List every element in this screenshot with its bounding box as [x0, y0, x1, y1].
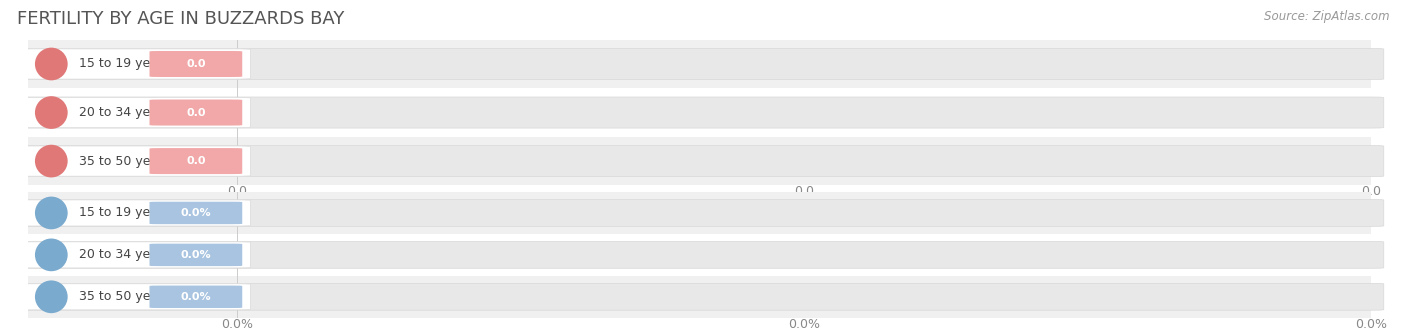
Text: 0.0: 0.0	[1361, 185, 1382, 198]
Text: 20 to 34 years: 20 to 34 years	[79, 248, 169, 261]
FancyBboxPatch shape	[15, 146, 1384, 177]
Text: 0.0: 0.0	[186, 156, 205, 166]
Text: 35 to 50 years: 35 to 50 years	[79, 290, 170, 303]
Text: 20 to 34 years: 20 to 34 years	[79, 106, 169, 119]
Ellipse shape	[35, 96, 67, 129]
FancyBboxPatch shape	[149, 100, 242, 125]
FancyBboxPatch shape	[15, 283, 1384, 310]
Text: 15 to 19 years: 15 to 19 years	[79, 58, 169, 71]
FancyBboxPatch shape	[149, 51, 242, 77]
FancyBboxPatch shape	[15, 200, 250, 226]
Ellipse shape	[35, 48, 67, 80]
Text: 15 to 19 years: 15 to 19 years	[79, 207, 169, 219]
FancyBboxPatch shape	[15, 48, 1384, 79]
FancyBboxPatch shape	[28, 88, 1371, 137]
Ellipse shape	[35, 239, 67, 271]
FancyBboxPatch shape	[28, 276, 1371, 318]
Text: 0.0%: 0.0%	[180, 292, 211, 302]
FancyBboxPatch shape	[15, 241, 1384, 268]
FancyBboxPatch shape	[149, 148, 242, 174]
FancyBboxPatch shape	[15, 284, 250, 310]
Text: 0.0: 0.0	[226, 185, 247, 198]
Text: 0.0%: 0.0%	[180, 250, 211, 260]
Text: 0.0%: 0.0%	[1355, 318, 1388, 331]
FancyBboxPatch shape	[28, 192, 1371, 234]
Text: 0.0: 0.0	[186, 59, 205, 69]
Text: 35 to 50 years: 35 to 50 years	[79, 155, 170, 167]
Ellipse shape	[35, 145, 67, 177]
FancyBboxPatch shape	[28, 40, 1371, 88]
FancyBboxPatch shape	[15, 97, 1384, 128]
FancyBboxPatch shape	[15, 97, 250, 128]
Text: Source: ZipAtlas.com: Source: ZipAtlas.com	[1264, 10, 1389, 23]
FancyBboxPatch shape	[15, 146, 250, 176]
Text: 0.0%: 0.0%	[221, 318, 253, 331]
Text: 0.0: 0.0	[794, 185, 814, 198]
FancyBboxPatch shape	[149, 202, 242, 224]
FancyBboxPatch shape	[15, 242, 250, 268]
Text: 0.0%: 0.0%	[180, 208, 211, 218]
FancyBboxPatch shape	[15, 200, 1384, 226]
Text: 0.0%: 0.0%	[789, 318, 820, 331]
FancyBboxPatch shape	[28, 137, 1371, 185]
Ellipse shape	[35, 280, 67, 313]
FancyBboxPatch shape	[15, 49, 250, 79]
FancyBboxPatch shape	[149, 286, 242, 308]
FancyBboxPatch shape	[149, 244, 242, 266]
Text: FERTILITY BY AGE IN BUZZARDS BAY: FERTILITY BY AGE IN BUZZARDS BAY	[17, 10, 344, 28]
Ellipse shape	[35, 197, 67, 229]
FancyBboxPatch shape	[28, 234, 1371, 276]
Text: 0.0: 0.0	[186, 108, 205, 118]
